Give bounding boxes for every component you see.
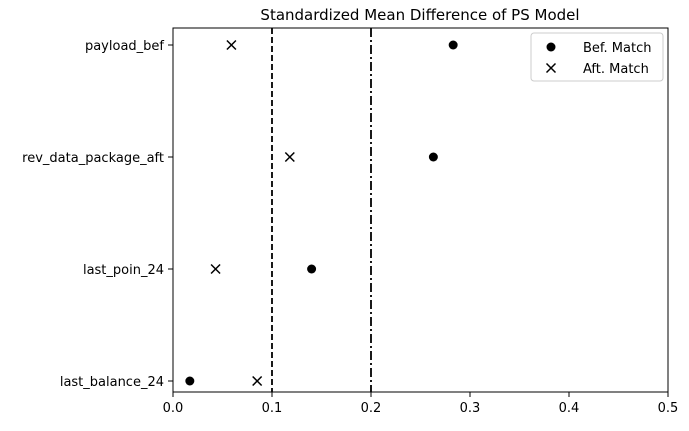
plot-frame: [172, 27, 669, 393]
y-tick-label: last_balance_24: [60, 375, 164, 390]
marker-aft-match: [252, 375, 263, 387]
marker-bef-match: [185, 376, 195, 386]
marker-aft-match: [284, 151, 295, 163]
plot-area: 0.0 0.1 0.2 0.3 0.4 0.5 payload_bef rev_data_pa…: [22, 27, 679, 416]
marker-bef-match: [448, 40, 458, 50]
x-tick-label: 0.2: [361, 401, 382, 416]
x-tick-label: 0.0: [163, 401, 184, 416]
y-tick-label: last_poin_24: [83, 263, 164, 278]
y-tick-label: payload_bef: [85, 39, 164, 54]
marker-aft-match: [210, 263, 221, 275]
legend-marker-bef-match: [546, 42, 556, 52]
marker-aft-match: [226, 39, 237, 51]
x-tick-label: 0.1: [262, 401, 283, 416]
x-tick-label: 0.5: [658, 401, 679, 416]
chart-title: Standardized Mean Difference of PS Model: [260, 6, 579, 24]
marker-bef-match: [428, 152, 438, 162]
legend-marker-aft-match: [545, 62, 557, 74]
x-tick-label: 0.4: [559, 401, 580, 416]
legend-label: Bef. Match: [583, 41, 651, 56]
marker-bef-match: [307, 264, 317, 274]
y-tick-label: rev_data_package_aft: [22, 151, 164, 166]
x-tick-label: 0.3: [460, 401, 481, 416]
legend-box: [530, 32, 664, 82]
legend-label: Aft. Match: [583, 62, 649, 77]
